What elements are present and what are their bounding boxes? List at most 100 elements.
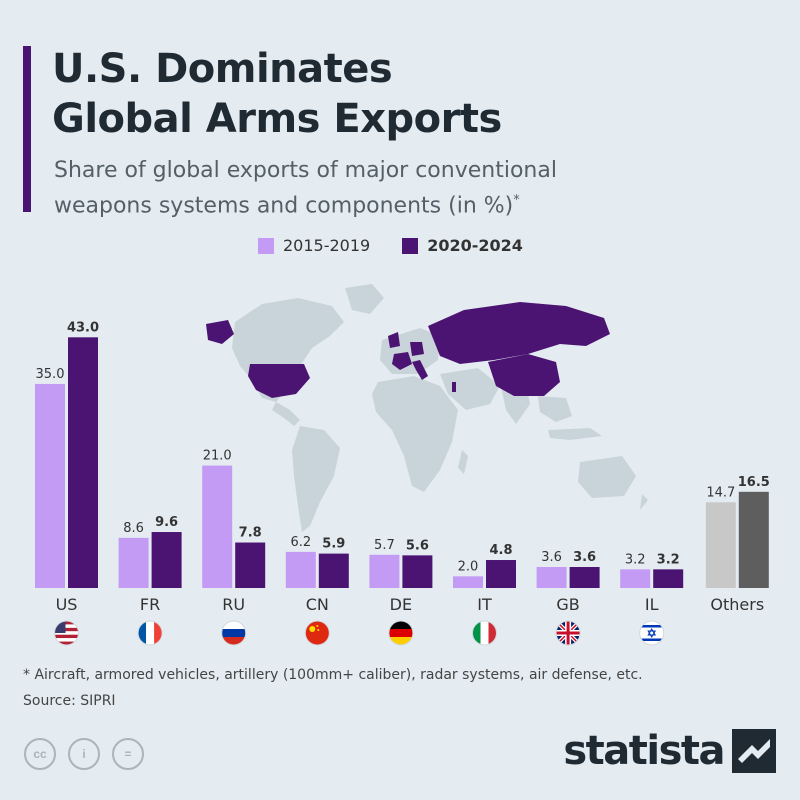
value-label-others-2015-2019: 14.7 [706, 485, 735, 500]
legend-swatch-2015-2019 [258, 237, 274, 254]
bar-it-2015-2019 [453, 576, 483, 588]
gb-flag-icon [555, 620, 581, 646]
value-label-it-2015-2019: 2.0 [458, 559, 479, 574]
legend-swatch-2020-2024 [402, 237, 419, 254]
value-label-others-2020-2024: 16.5 [738, 475, 770, 490]
value-label-ru-2020-2024: 7.8 [239, 526, 262, 541]
value-label-fr-2015-2019: 8.6 [123, 521, 144, 536]
value-label-gb-2020-2024: 3.6 [573, 550, 596, 565]
de-flag-icon [388, 620, 414, 646]
category-label-il: IL [645, 595, 659, 614]
value-label-il-2015-2019: 3.2 [625, 552, 646, 567]
map-highlight-france [392, 352, 412, 370]
title-line-1: U.S. Dominates [52, 46, 393, 92]
statista-logo[interactable]: statista [563, 728, 776, 774]
world-map [206, 284, 648, 532]
map-highlight-israel [452, 382, 456, 392]
brand-name: statista [563, 728, 725, 774]
by-icon[interactable]: i [68, 738, 100, 770]
us-flag-icon [54, 620, 79, 646]
map-highlight-uk [388, 332, 400, 348]
map-indonesia [548, 428, 602, 440]
map-madagascar [458, 450, 468, 474]
category-label-others: Others [710, 595, 764, 614]
legend-label-2015-2019: 2015-2019 [283, 236, 371, 255]
bar-cn-2020-2024 [318, 553, 349, 588]
title-line-2: Global Arms Exports [52, 96, 502, 142]
bar-us-2020-2024 [68, 337, 98, 588]
statista-mark-icon [732, 729, 776, 773]
map-highlight-china [488, 354, 560, 396]
value-label-de-2020-2024: 5.6 [406, 538, 429, 553]
map-central-america [272, 402, 300, 426]
value-label-cn-2015-2019: 6.2 [290, 535, 311, 550]
ru-flag-icon [221, 620, 247, 646]
subtitle-line-1: Share of global exports of major convent… [54, 158, 557, 183]
subtitle-line-2: weapons systems and components (in %)* [54, 186, 557, 221]
accent-bar [23, 46, 31, 212]
map-highlight-italy [412, 360, 428, 380]
bar-il-2015-2019 [620, 569, 651, 588]
category-label-ru: RU [222, 595, 245, 614]
bar-others-2020-2024 [738, 491, 769, 588]
map-europe [380, 328, 440, 374]
nd-icon[interactable]: = [112, 738, 144, 770]
map-australia [578, 456, 636, 498]
category-label-it: IT [477, 595, 492, 614]
bar-fr-2015-2019 [118, 537, 149, 588]
license-icons: cc i = [24, 738, 156, 770]
value-label-ru-2015-2019: 21.0 [203, 449, 232, 464]
bar-others-2015-2019 [705, 502, 736, 588]
map-highlight-us [248, 364, 310, 398]
map-se-asia [538, 396, 572, 422]
map-highlight-alaska [206, 320, 234, 344]
category-label-de: DE [390, 595, 412, 614]
value-label-us-2015-2019: 35.0 [36, 367, 65, 382]
bar-de-2015-2019 [369, 554, 400, 588]
legend-item-2015-2019: 2015-2019 [258, 236, 370, 255]
bar-ru-2015-2019 [202, 465, 233, 588]
il-flag-icon [639, 620, 665, 646]
category-label-gb: GB [556, 595, 579, 614]
footnote: * Aircraft, armored vehicles, artillery … [23, 667, 643, 683]
map-south-america [292, 426, 340, 532]
bar-ru-2020-2024 [235, 542, 266, 588]
bar-fr-2020-2024 [151, 532, 182, 588]
category-label-fr: FR [140, 595, 160, 614]
value-label-it-2020-2024: 4.8 [489, 543, 512, 558]
chart-subtitle: Share of global exports of major convent… [54, 156, 557, 221]
map-africa [372, 376, 458, 492]
bar-de-2020-2024 [402, 555, 433, 588]
fr-flag-icon [137, 620, 163, 646]
value-label-de-2015-2019: 5.7 [374, 538, 395, 553]
value-label-fr-2020-2024: 9.6 [155, 515, 178, 530]
value-label-il-2020-2024: 3.2 [657, 552, 680, 567]
map-middle-east [440, 368, 500, 410]
bar-us-2015-2019 [35, 383, 65, 588]
map-highlight-russia [428, 302, 610, 364]
bar-gb-2020-2024 [569, 567, 600, 588]
bar-chart: 35.0 43.0 8.6 9.6 21.0 7.8 6.2 5.9 5.7 5.6 2.0 4.8 3… [35, 284, 770, 646]
legend: 2015-2019 2020-2024 [258, 236, 555, 255]
subtitle-footnote-mark: * [513, 193, 520, 208]
source: Source: SIPRI [23, 693, 116, 709]
cn-flag-icon [304, 620, 330, 646]
legend-item-2020-2024: 2020-2024 [402, 236, 523, 255]
subtitle-line-2-text: weapons systems and components (in %) [54, 193, 514, 219]
category-label-us: US [56, 595, 78, 614]
cc-icon[interactable]: cc [24, 738, 56, 770]
value-labels: 35.0 43.0 8.6 9.6 21.0 7.8 6.2 5.9 5.7 5.6 2.0 4.8 3… [36, 320, 770, 574]
chart-title: U.S. Dominates Global Arms Exports [52, 44, 502, 144]
category-labels: US FR RU CN DE IT GB IL Others [56, 595, 765, 614]
value-label-gb-2015-2019: 3.6 [541, 550, 562, 565]
value-label-us-2020-2024: 43.0 [67, 320, 99, 335]
legend-label-2020-2024: 2020-2024 [427, 236, 523, 255]
category-label-cn: CN [306, 595, 329, 614]
map-highlight-germany [410, 342, 424, 356]
map-greenland [345, 284, 384, 314]
it-flag-icon [472, 620, 497, 646]
flags [54, 620, 665, 646]
bar-cn-2015-2019 [285, 551, 316, 588]
bars [35, 337, 769, 588]
map-nz [640, 494, 648, 510]
